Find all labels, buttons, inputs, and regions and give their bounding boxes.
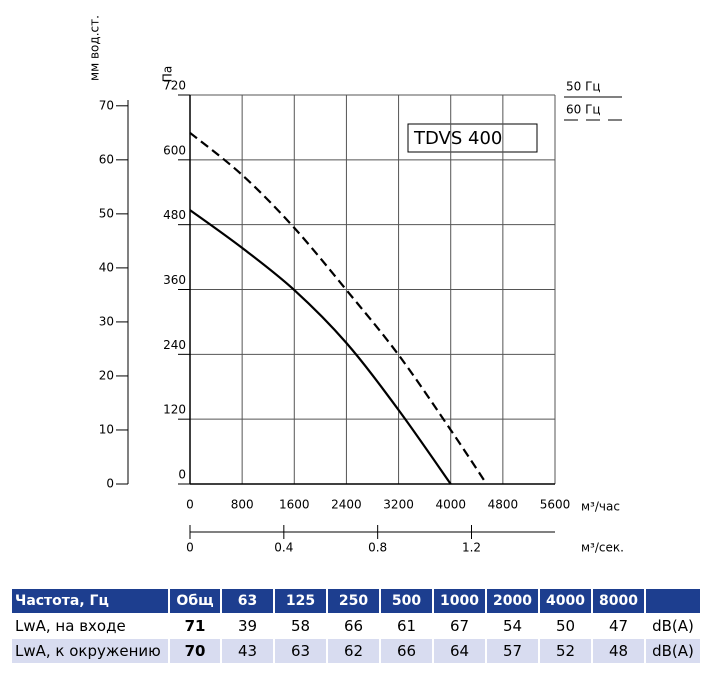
table-cell: Частота, Гц <box>12 589 168 613</box>
table-header: Частота, Гц Общ 63 125 250 500 1000 2000 4000 800… <box>12 589 712 613</box>
y2-tick-label: 50 <box>99 206 114 220</box>
y2-tick-label: 10 <box>99 422 114 436</box>
table-cell: 61 <box>396 617 417 635</box>
x2-tick-label: 0.4 <box>274 541 293 555</box>
chart: мм вод.ст. Па TDVS 400 м³/час м³/сек. 0 1… <box>88 15 624 555</box>
table-cell: 39 <box>237 617 258 635</box>
y-tick-label: 120 <box>163 403 186 417</box>
curve <box>189 209 452 485</box>
table-row: LwA, на входе 71 39 58 66 61 67 54 50 47 dB(A) <box>12 614 712 638</box>
y2-tick-label: 20 <box>99 368 114 382</box>
y-tick-label: 720 <box>163 79 186 93</box>
table-cell: 58 <box>290 617 311 635</box>
table-cell: 47 <box>608 617 629 635</box>
x-tick-label: 800 <box>231 498 254 512</box>
y2-tick-label: 0 <box>106 477 114 491</box>
table-cell: 43 <box>222 639 273 663</box>
x-tick-label: 3200 <box>383 498 414 512</box>
annotation: TDVS 400 <box>413 128 502 149</box>
table-cell: 70 <box>170 639 220 663</box>
x-tick-label: 1600 <box>279 498 310 512</box>
x-tick-label: 2400 <box>331 498 362 512</box>
table-cell: 48 <box>593 639 644 663</box>
y-tick-label: 600 <box>163 143 186 157</box>
table-cell: 64 <box>434 639 485 663</box>
table-cell: 1000 <box>434 589 485 613</box>
y2-tick-label: 40 <box>99 260 114 274</box>
table-cell: 66 <box>381 639 432 663</box>
y2-label: мм вод.ст. <box>88 15 102 81</box>
x2-label: м³/сек. <box>581 541 624 555</box>
table-cell: 66 <box>343 617 364 635</box>
x2-tick-label: 1.2 <box>462 541 481 555</box>
table-cell: dB(A) <box>652 617 694 635</box>
y-label: Па <box>161 66 175 82</box>
table-cell: Общ <box>170 589 220 613</box>
table-cell: 250 <box>328 589 379 613</box>
y-tick-label: 360 <box>163 273 186 287</box>
table: Частота, Гц Общ 63 125 250 500 1000 2000 4000 800… <box>12 589 712 664</box>
x-tick-label: 4000 <box>435 498 466 512</box>
legend-label: 50 Гц <box>566 80 601 94</box>
x2-tick-label: 0.8 <box>368 541 387 555</box>
x-tick-label: 5600 <box>540 498 571 512</box>
y-tick-label: 240 <box>163 338 186 352</box>
table-cell: 71 <box>184 617 206 635</box>
table-cell: 2000 <box>487 589 538 613</box>
table-cell: 62 <box>328 639 379 663</box>
table-cell: dB(A) <box>646 639 700 663</box>
legend-label: 60 Гц <box>566 103 601 117</box>
y2-tick-label: 30 <box>99 314 114 328</box>
table-cell: 63 <box>275 639 326 663</box>
y2-tick-label: 60 <box>99 152 114 166</box>
x-label: м³/час <box>581 500 620 514</box>
table-cell: 50 <box>555 617 576 635</box>
table-cell: 8000 <box>593 589 644 613</box>
x-tick-label: 4800 <box>488 498 519 512</box>
table-row: LwA, к окружению 70 43 63 62 66 64 57 52 48 dB(A) <box>12 639 712 663</box>
table-cell: 4000 <box>540 589 591 613</box>
table-cell: 125 <box>275 589 326 613</box>
y2-tick-label: 70 <box>99 98 114 112</box>
x-tick-label: 0 <box>186 498 194 512</box>
table-cell: 54 <box>502 617 523 635</box>
curve <box>189 131 488 485</box>
y-tick-label: 480 <box>163 208 186 222</box>
table-cell: 67 <box>449 617 470 635</box>
table-cell: 52 <box>540 639 591 663</box>
table-cell <box>646 589 700 613</box>
table-cell: 63 <box>222 589 273 613</box>
table-cell: 500 <box>381 589 432 613</box>
table-cell: 57 <box>487 639 538 663</box>
table-cell: LwA, к окружению <box>12 639 168 663</box>
table-cell: LwA, на входе <box>15 617 126 635</box>
label-box <box>407 123 538 153</box>
x2-tick-label: 0 <box>186 541 194 555</box>
y-tick-label: 0 <box>178 468 186 482</box>
